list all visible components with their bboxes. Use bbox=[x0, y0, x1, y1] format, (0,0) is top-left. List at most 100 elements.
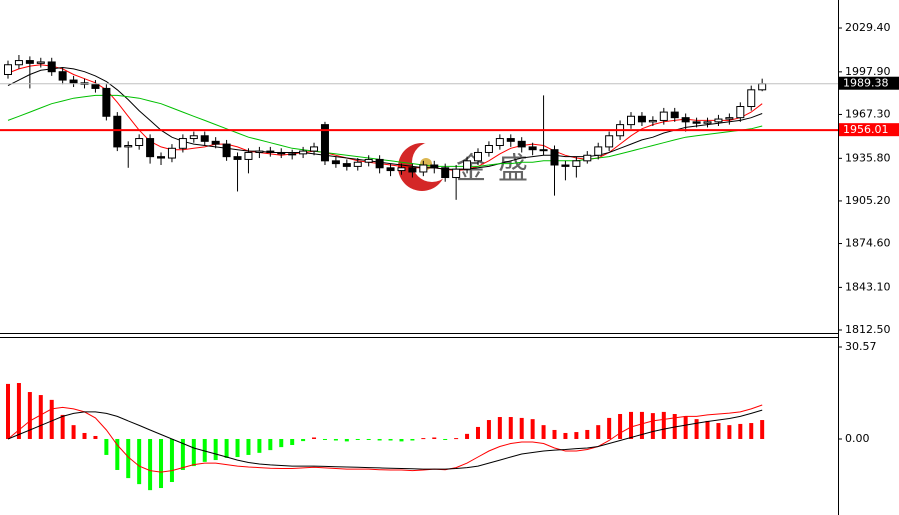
macd-bar bbox=[443, 438, 448, 440]
macd-bar bbox=[727, 425, 732, 439]
candle-body bbox=[14, 60, 23, 66]
macd-bar bbox=[268, 438, 273, 451]
macd-bar bbox=[585, 429, 590, 439]
macd-bar bbox=[749, 423, 754, 439]
macd-bar bbox=[38, 395, 43, 439]
moving-average bbox=[7, 66, 763, 170]
macd-bar bbox=[454, 438, 459, 440]
candle-body bbox=[102, 87, 111, 117]
macd-bar bbox=[159, 438, 164, 489]
candle-body bbox=[528, 146, 537, 151]
candle-body bbox=[25, 60, 34, 64]
candle-body bbox=[364, 158, 373, 163]
macd-bar bbox=[301, 438, 306, 442]
candle-body bbox=[320, 124, 329, 162]
candle-body bbox=[452, 168, 461, 179]
price-level-box bbox=[839, 123, 899, 137]
candle-body bbox=[167, 147, 176, 159]
candle-body bbox=[58, 71, 67, 81]
candle-body bbox=[747, 89, 756, 108]
macd-bar bbox=[705, 420, 710, 439]
y-tick-label: 1812.50 bbox=[845, 323, 891, 336]
macd-bar bbox=[213, 438, 218, 461]
macd-bar bbox=[661, 411, 666, 439]
candle-body bbox=[310, 146, 319, 152]
candle-body bbox=[146, 138, 155, 158]
y-tick-label: 2029.40 bbox=[845, 21, 891, 34]
candle-body bbox=[331, 160, 340, 165]
macd-bar bbox=[115, 438, 120, 470]
macd-bar bbox=[344, 438, 349, 442]
candle-body bbox=[419, 164, 428, 173]
macd-bar bbox=[279, 438, 284, 448]
macd-bar bbox=[497, 417, 502, 439]
macd-bar bbox=[596, 425, 601, 439]
candle-body bbox=[342, 163, 351, 167]
macd-bar bbox=[475, 426, 480, 439]
macd-bar bbox=[366, 438, 371, 440]
candle-body bbox=[157, 156, 166, 159]
macd-bar bbox=[246, 438, 251, 455]
candle-body bbox=[113, 115, 122, 148]
candle-body bbox=[233, 156, 242, 160]
macd-bar bbox=[82, 432, 87, 439]
candle-body bbox=[200, 135, 209, 142]
macd-bar bbox=[694, 419, 699, 439]
candle-body bbox=[69, 79, 78, 84]
candle-body bbox=[495, 138, 504, 147]
macd-bar bbox=[552, 429, 557, 439]
candle-body bbox=[397, 167, 406, 172]
macd-bar bbox=[399, 438, 404, 442]
macd-bar bbox=[137, 438, 142, 485]
y-tick-label: 1967.30 bbox=[845, 107, 891, 120]
macd-bar bbox=[683, 416, 688, 439]
candle-body bbox=[517, 140, 526, 148]
candle-body bbox=[659, 111, 668, 121]
macd-bar bbox=[6, 383, 10, 439]
candle-body bbox=[539, 149, 548, 152]
macd-bar bbox=[235, 438, 240, 458]
macd-bar bbox=[508, 417, 513, 439]
candle-body bbox=[758, 83, 767, 91]
macd-bar bbox=[639, 411, 644, 439]
macd-bar bbox=[574, 432, 579, 439]
y-tick-label: 1843.10 bbox=[845, 280, 891, 293]
y-tick-label: 1935.80 bbox=[845, 151, 891, 164]
macd-bar bbox=[541, 425, 546, 439]
candle-body bbox=[463, 160, 472, 170]
macd-line bbox=[7, 409, 763, 470]
macd-bar bbox=[16, 383, 21, 439]
candle-body bbox=[211, 140, 220, 145]
price-level-label: 1956.01 bbox=[843, 123, 889, 136]
candle-body bbox=[681, 117, 690, 123]
macd-line bbox=[7, 404, 763, 473]
price-level-label: 1989.38 bbox=[843, 77, 889, 90]
y-tick-label: 1874.60 bbox=[845, 237, 891, 250]
candle-body bbox=[244, 151, 253, 160]
candle-body bbox=[47, 61, 56, 73]
candle-body bbox=[36, 61, 45, 64]
candle-body bbox=[408, 167, 417, 173]
candle-body bbox=[135, 138, 144, 147]
macd-bar bbox=[148, 438, 153, 491]
moving-average bbox=[7, 94, 763, 167]
macd-bar bbox=[377, 438, 382, 441]
y-tick-label: 0.00 bbox=[845, 432, 870, 445]
candle-body bbox=[692, 121, 701, 124]
macd-bar bbox=[465, 433, 470, 439]
candle-body bbox=[725, 117, 734, 120]
macd-bar bbox=[202, 438, 207, 462]
macd-bar bbox=[716, 423, 721, 439]
candle-body bbox=[299, 150, 308, 155]
candle-body bbox=[506, 138, 515, 142]
candle-body bbox=[375, 158, 384, 169]
macd-bar bbox=[49, 399, 54, 439]
macd-bar bbox=[312, 437, 317, 439]
macd-bar bbox=[618, 414, 623, 439]
candle-body bbox=[550, 149, 559, 166]
macd-bar bbox=[410, 438, 415, 441]
macd-bar bbox=[191, 438, 196, 467]
candle-body bbox=[178, 138, 187, 149]
